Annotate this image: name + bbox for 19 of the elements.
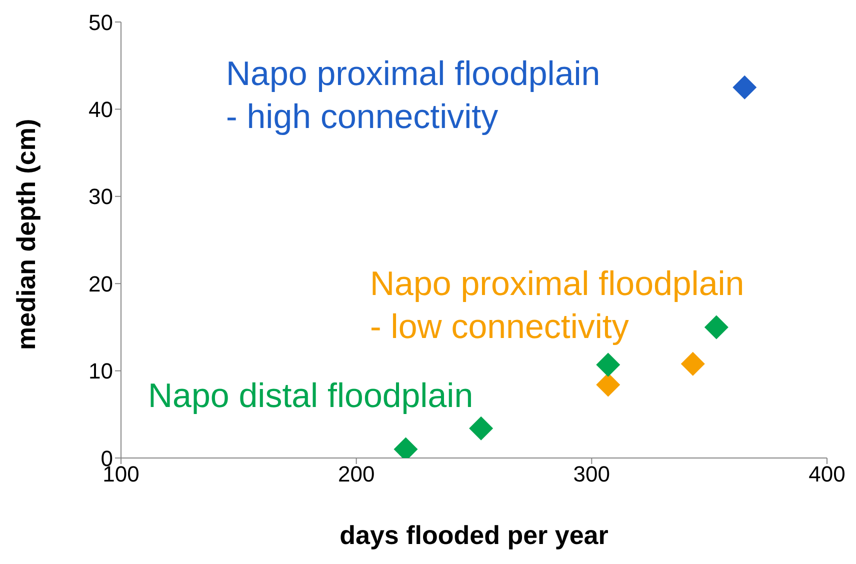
series-label: Napo distal floodplain bbox=[148, 377, 474, 415]
x-tick-label: 400 bbox=[808, 462, 846, 487]
x-tick-label: 300 bbox=[573, 462, 610, 487]
point bbox=[732, 75, 757, 100]
y-tick-label: 30 bbox=[88, 184, 113, 210]
text: Napo proximal floodplain - high connectivity bbox=[226, 55, 600, 136]
y-tick-label: 40 bbox=[88, 97, 113, 122]
point bbox=[596, 352, 620, 377]
series-label: Napo proximal floodplain - low connectivity bbox=[370, 265, 744, 346]
point bbox=[680, 352, 705, 376]
y-tick-label: 20 bbox=[88, 271, 113, 296]
y-tick-label: 50 bbox=[88, 10, 113, 35]
y-tick-label: 10 bbox=[88, 358, 113, 384]
point bbox=[469, 416, 494, 440]
point bbox=[596, 372, 620, 397]
y-axis-title: median depth (cm) bbox=[11, 118, 42, 350]
x-tick-label: 200 bbox=[338, 462, 375, 487]
point bbox=[704, 315, 728, 340]
x-axis-title: days flooded per year bbox=[340, 520, 608, 550]
